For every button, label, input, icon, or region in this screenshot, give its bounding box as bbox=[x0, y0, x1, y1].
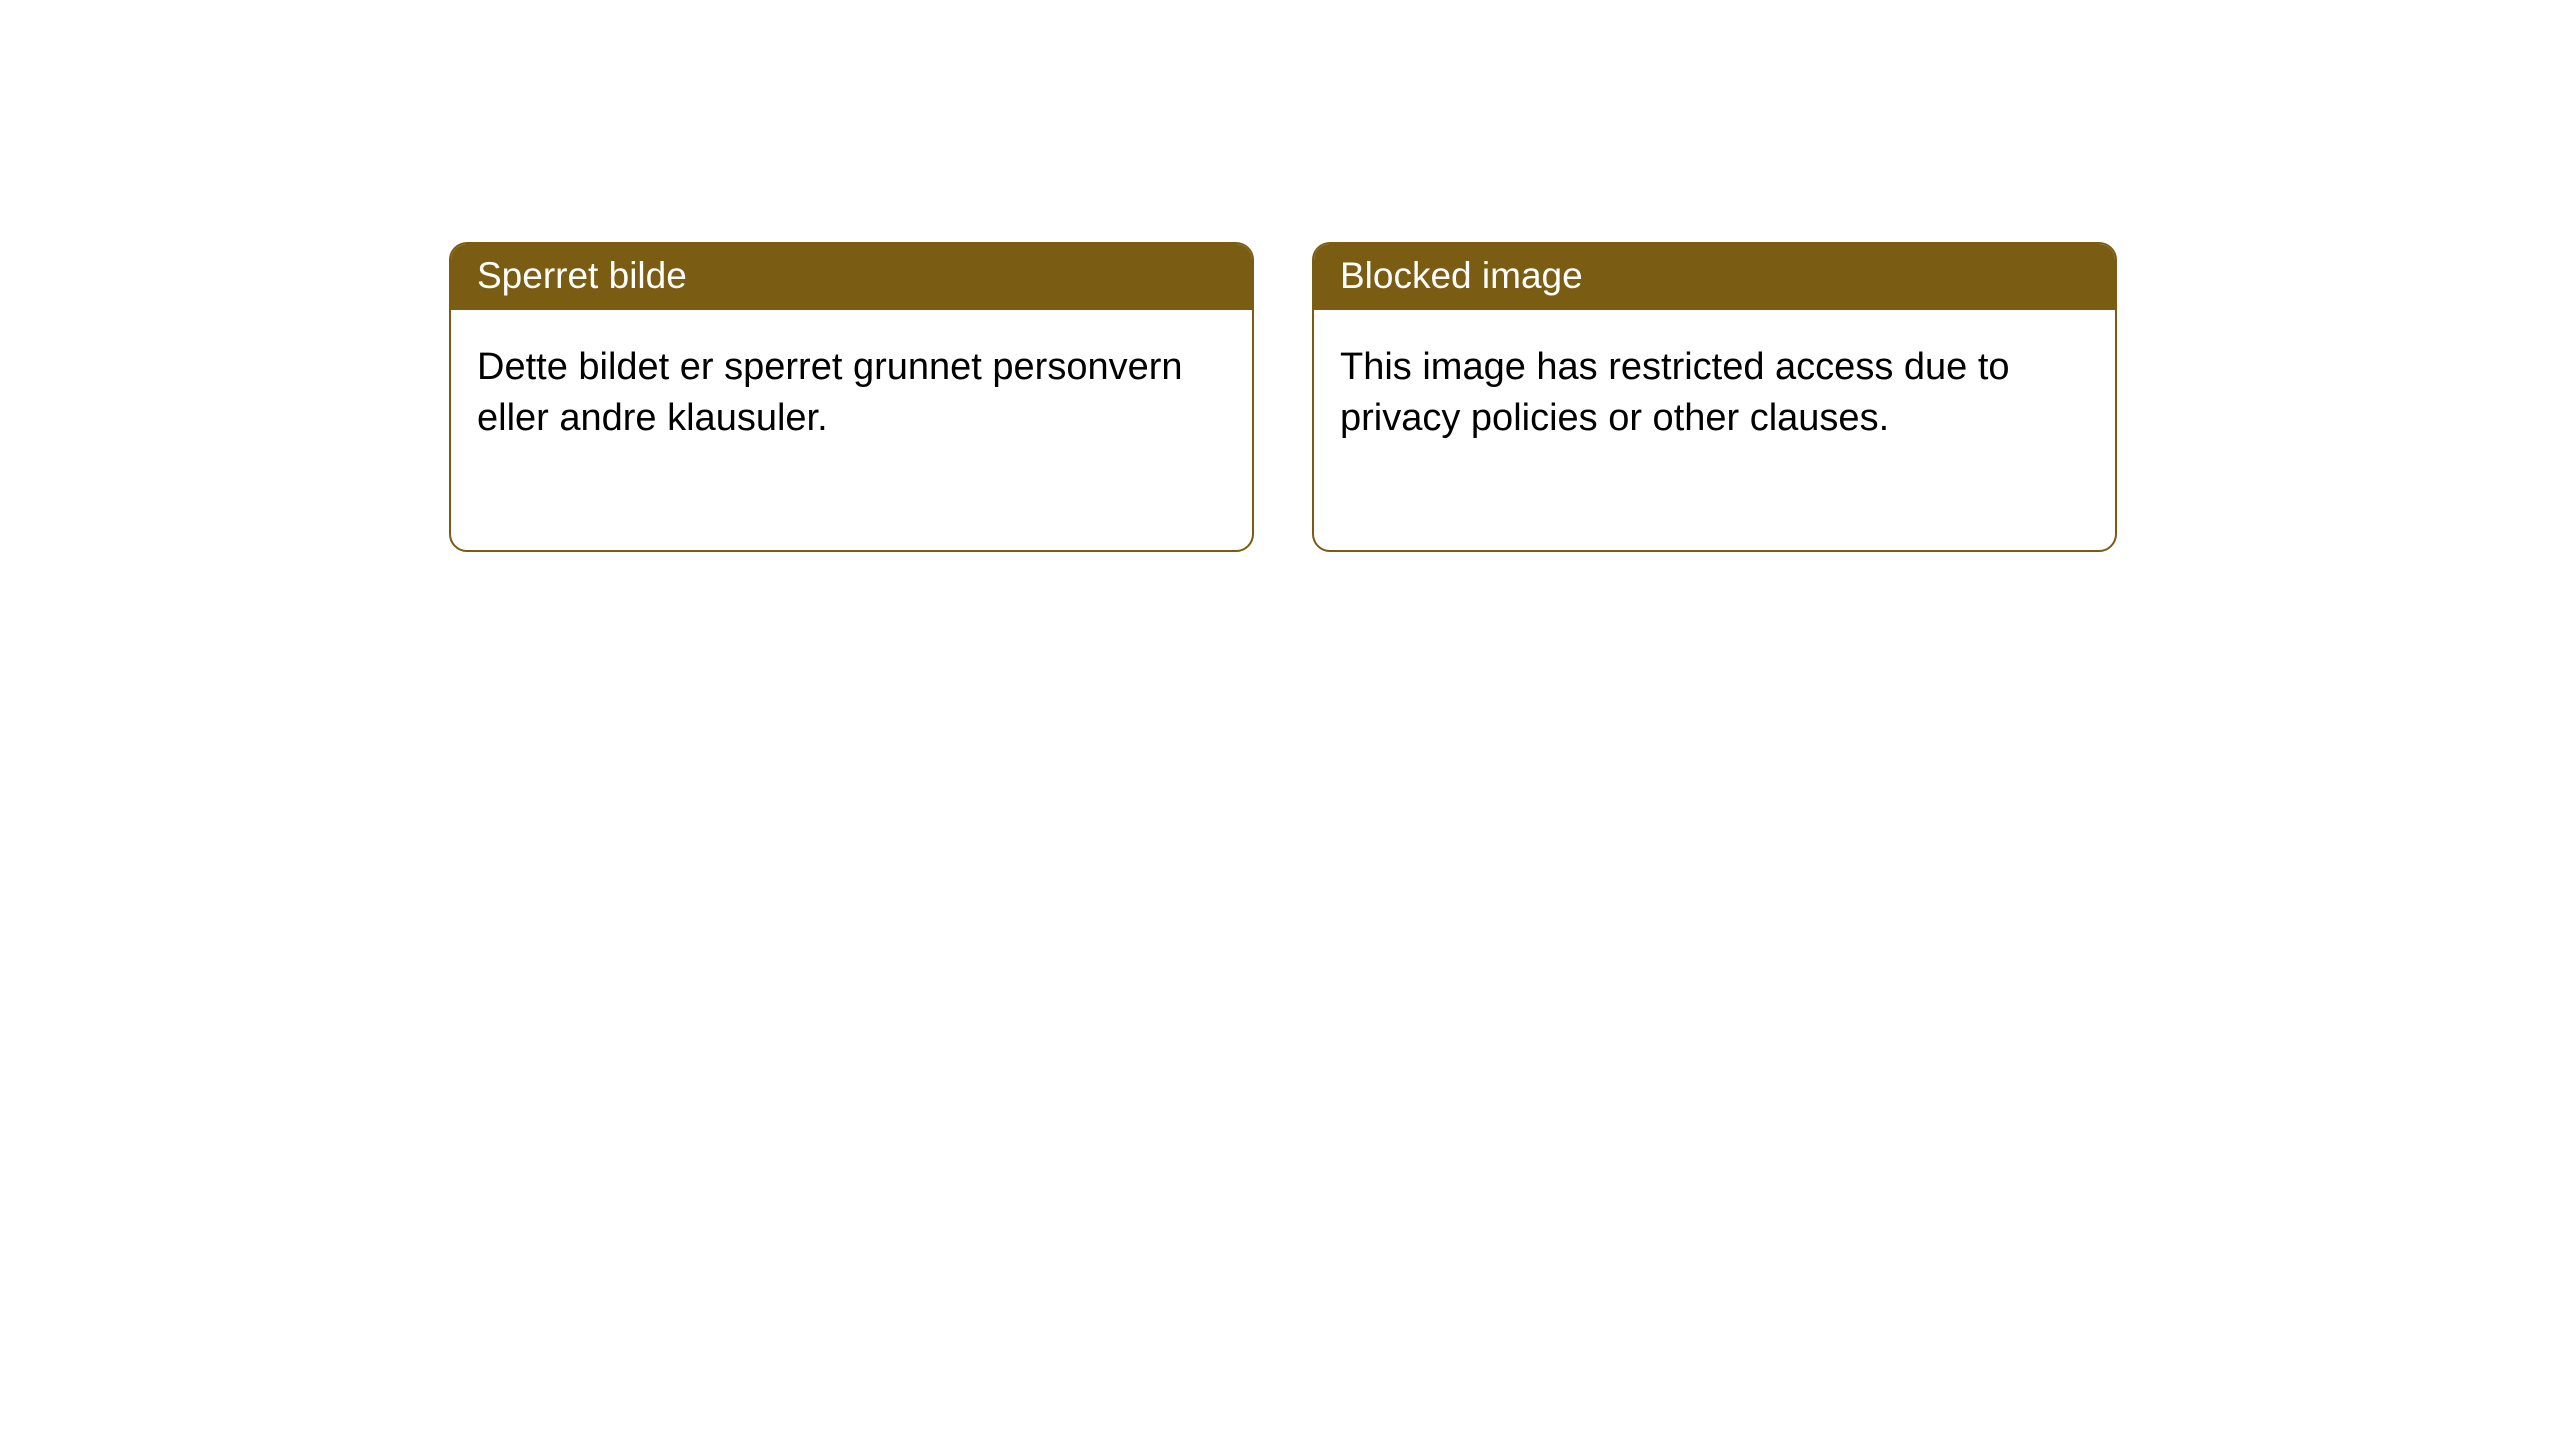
notice-container: Sperret bilde Dette bildet er sperret gr… bbox=[0, 0, 2560, 552]
notice-card-norwegian: Sperret bilde Dette bildet er sperret gr… bbox=[449, 242, 1254, 552]
notice-title: Sperret bilde bbox=[451, 244, 1252, 310]
notice-title: Blocked image bbox=[1314, 244, 2115, 310]
notice-body-text: Dette bildet er sperret grunnet personve… bbox=[451, 310, 1252, 550]
notice-body-text: This image has restricted access due to … bbox=[1314, 310, 2115, 550]
notice-card-english: Blocked image This image has restricted … bbox=[1312, 242, 2117, 552]
